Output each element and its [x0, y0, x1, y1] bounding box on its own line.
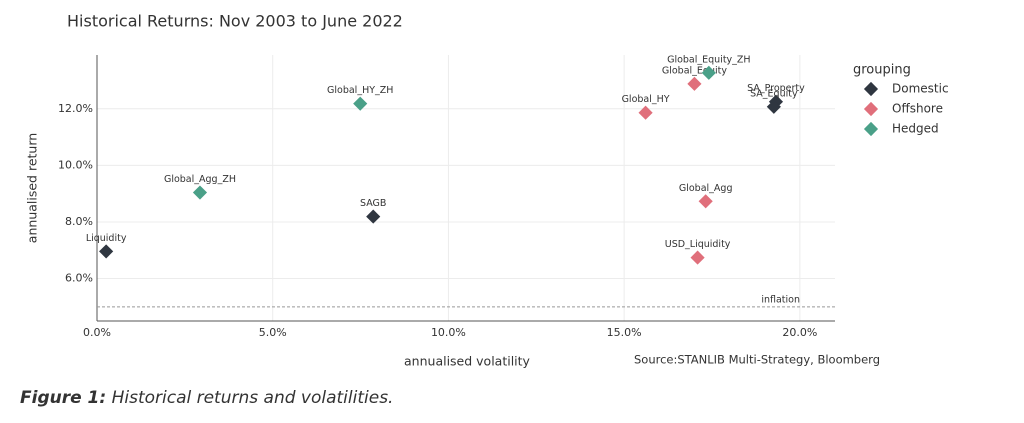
point-label: Global_HY	[622, 94, 670, 105]
y-axis-label: annualised return	[25, 133, 40, 243]
point-label: Global_Agg_ZH	[164, 174, 236, 185]
point-label: Liquidity	[86, 233, 127, 244]
data-point	[701, 65, 716, 80]
y-tick-label: 12.0%	[58, 102, 93, 115]
y-tick-label: 6.0%	[65, 272, 93, 285]
point-label: SA_Equity	[750, 88, 798, 99]
data-point	[690, 250, 705, 265]
caption-text: Historical returns and volatilities.	[112, 388, 394, 408]
point-label: Global_Equity_ZH	[667, 54, 751, 65]
x-tick-label: 0.0%	[83, 326, 111, 339]
point-label: USD_Liquidity	[665, 239, 731, 250]
data-point	[99, 244, 114, 259]
source-note: Source:STANLIB Multi-Strategy, Bloomberg	[634, 353, 880, 367]
point-label: SAGB	[360, 198, 386, 209]
legend-label: Domestic	[892, 82, 949, 96]
data-point	[192, 185, 208, 200]
chart-title: Historical Returns: Nov 2003 to June 202…	[67, 12, 403, 31]
data-point	[687, 76, 702, 91]
x-axis-label: annualised volatility	[404, 354, 531, 369]
x-tick-label: 10.0%	[431, 326, 466, 339]
point-label: Global_Agg	[679, 183, 733, 194]
x-tick-label: 20.0%	[782, 326, 817, 339]
legend-marker	[863, 81, 879, 97]
y-tick-label: 10.0%	[58, 158, 93, 171]
inflation-label: inflation	[761, 294, 800, 305]
x-tick-label: 5.0%	[259, 326, 287, 339]
data-point	[638, 105, 653, 120]
legend-label: Hedged	[892, 122, 939, 136]
data-point	[766, 99, 781, 114]
data-point	[698, 194, 713, 209]
point-label: Global_Equity	[662, 65, 727, 76]
legend-label: Offshore	[892, 102, 943, 116]
data-point	[353, 96, 368, 111]
point-label: Global_HY_ZH	[327, 85, 393, 96]
caption-label: Figure 1:	[20, 388, 106, 408]
point-label: SA_Property	[747, 83, 805, 94]
figure-caption: Figure 1: Historical returns and volatil…	[20, 388, 393, 408]
data-point	[366, 209, 381, 224]
y-tick-label: 8.0%	[65, 215, 93, 228]
x-tick-label: 15.0%	[607, 326, 642, 339]
legend-title: grouping	[853, 63, 911, 78]
legend-marker	[863, 121, 879, 137]
legend-marker	[863, 101, 879, 117]
